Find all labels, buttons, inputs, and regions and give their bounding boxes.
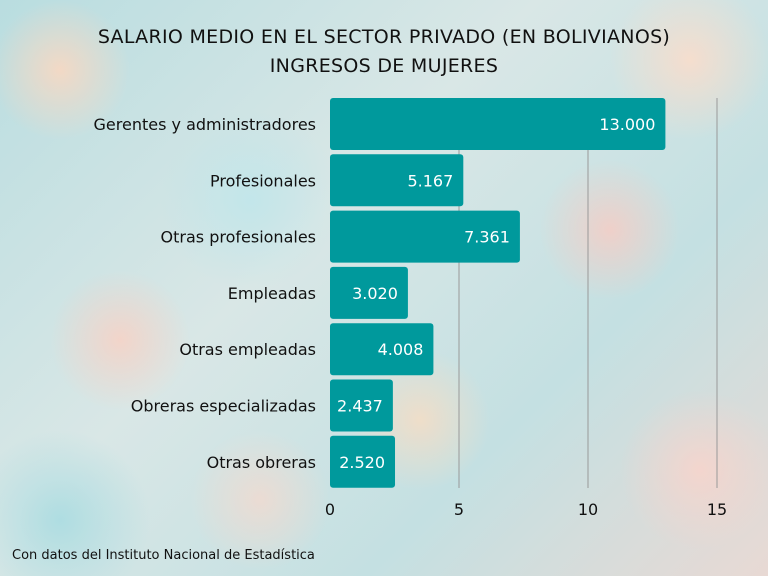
chart-title: SALARIO MEDIO EN EL SECTOR PRIVADO (EN B… bbox=[97, 26, 671, 48]
category-label: Empleadas bbox=[228, 284, 316, 303]
category-label: Profesionales bbox=[210, 171, 316, 190]
bar bbox=[330, 154, 464, 207]
category-label: Otras empleadas bbox=[179, 340, 316, 359]
data-label: 4.008 bbox=[378, 340, 424, 359]
data-label: 3.020 bbox=[352, 284, 398, 303]
chart-subtitle: INGRESOS DE MUJERES bbox=[269, 55, 499, 77]
category-label: Obreras especializadas bbox=[131, 397, 316, 416]
data-label: 5.167 bbox=[407, 171, 453, 190]
data-label: 2.520 bbox=[339, 453, 385, 472]
data-label: 2.437 bbox=[337, 397, 383, 416]
bar bbox=[330, 266, 408, 319]
bar bbox=[330, 98, 666, 150]
category-label: Otras profesionales bbox=[161, 228, 316, 247]
x-tick-label: 0 bbox=[325, 500, 335, 519]
bar bbox=[330, 435, 396, 488]
source-note: Con datos del Instituto Nacional de Esta… bbox=[12, 548, 315, 563]
category-label: Otras obreras bbox=[207, 453, 316, 472]
x-tick-label: 10 bbox=[578, 500, 598, 519]
data-label: 13.000 bbox=[599, 115, 655, 134]
x-tick-label: 5 bbox=[454, 500, 464, 519]
bar bbox=[330, 379, 393, 432]
category-label: Gerentes y administradores bbox=[94, 115, 316, 134]
bar bbox=[330, 323, 434, 376]
bar bbox=[330, 210, 520, 263]
x-tick-label: 15 bbox=[707, 500, 727, 519]
data-label: 7.361 bbox=[464, 228, 510, 247]
